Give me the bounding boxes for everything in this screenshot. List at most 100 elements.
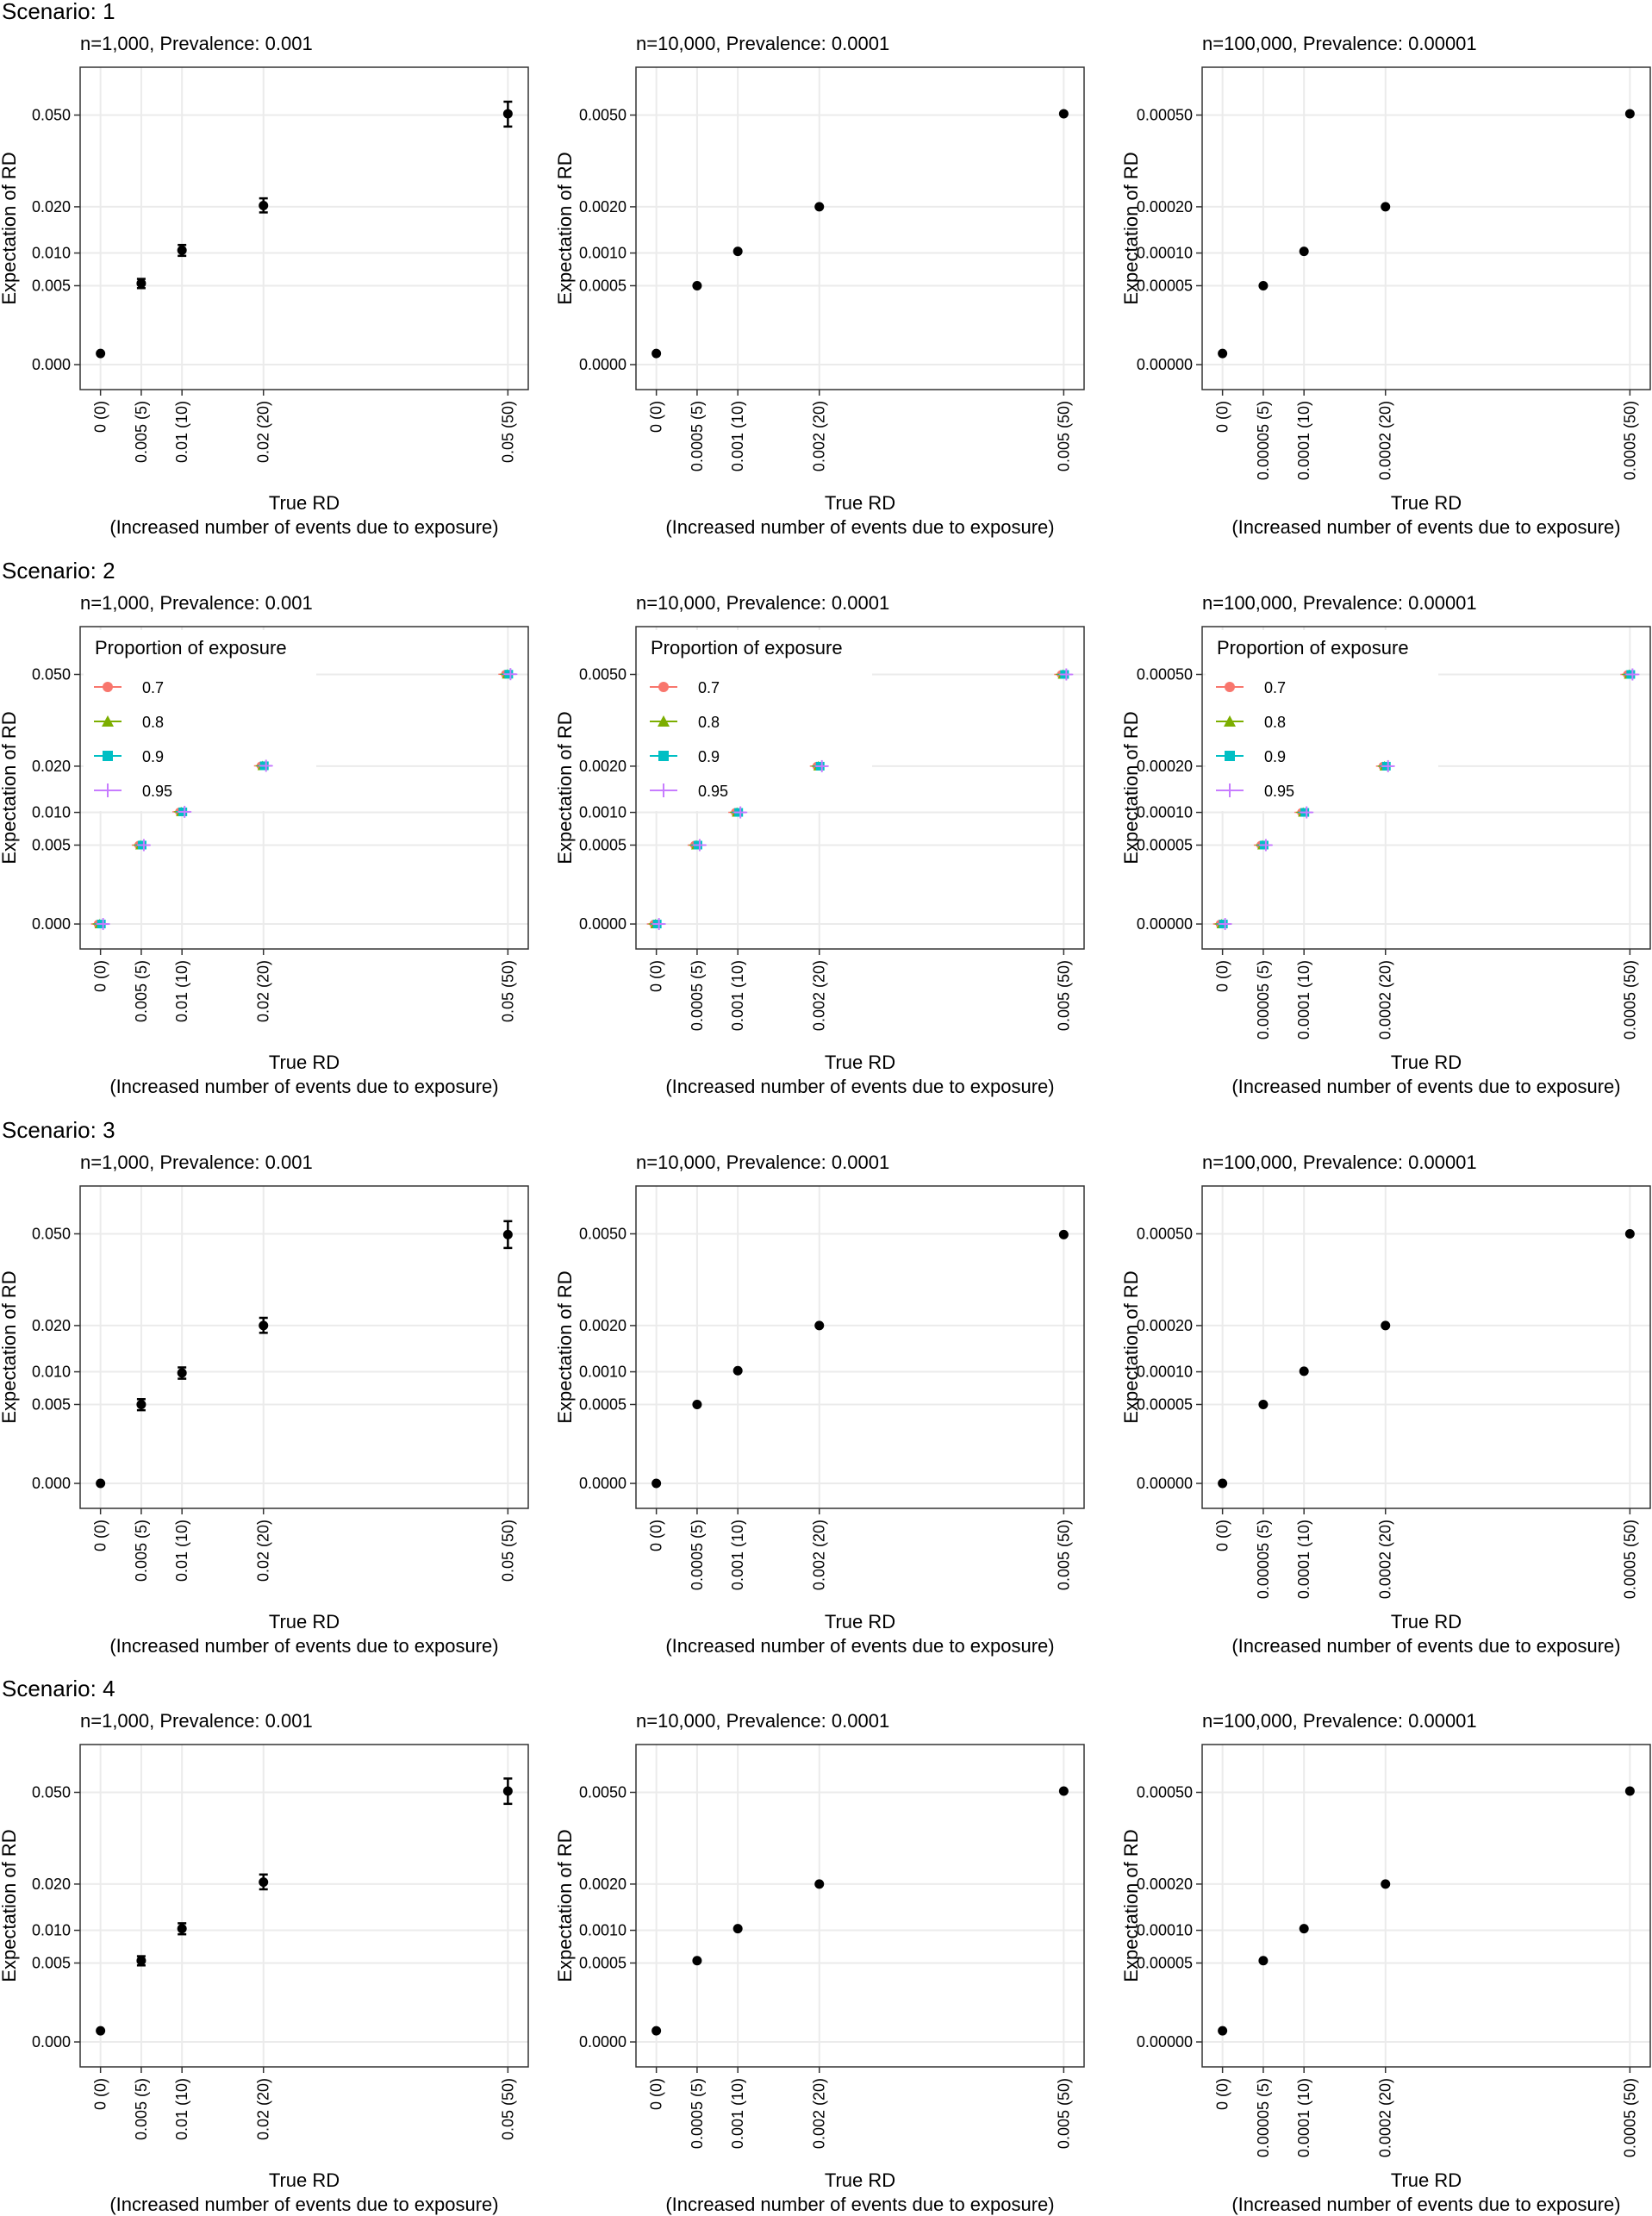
data-point [1299, 1366, 1309, 1376]
y-tick-label: 0.00000 [1137, 356, 1193, 373]
series-0.95-point [652, 918, 665, 931]
y-tick-label: 0.050 [32, 106, 71, 123]
x-tick-label: 0.0002 (20) [1377, 2078, 1394, 2157]
series-0.95-point [1219, 918, 1231, 931]
y-axis-title: Expectation of RD [554, 1270, 576, 1423]
x-axis-subtitle: (Increased number of events due to expos… [109, 1635, 498, 1657]
x-tick-label: 0.0001 (10) [1295, 2078, 1312, 2157]
x-axis-subtitle: (Increased number of events due to expos… [109, 1076, 498, 1097]
x-axis-title: True RD [1391, 2169, 1462, 2191]
legend-key-marker [1225, 751, 1235, 761]
series-0.95-point [504, 668, 517, 681]
panel-s2-c1: n=1,000, Prevalence: 0.001 Proportion of … [0, 592, 529, 1097]
panel-border [79, 66, 529, 390]
scenario-title: Scenario: 3 [2, 1117, 115, 1143]
x-tick-label: 0.0001 (10) [1295, 960, 1312, 1039]
legend-label: 0.9 [698, 748, 720, 765]
data-point [1058, 109, 1069, 119]
x-tick-label: 0.00005 (5) [1255, 2078, 1272, 2157]
data-point [1258, 280, 1269, 290]
panel-border [635, 66, 1085, 390]
x-tick-label: 0.02 (20) [255, 1520, 272, 1582]
x-tick-label: 0.00005 (5) [1255, 1520, 1272, 1599]
legend-item-0.8: 0.8 [1216, 714, 1286, 731]
panel-s2-c2: n=10,000, Prevalence: 0.0001 Proportion o… [554, 592, 1085, 1097]
data-point [1624, 109, 1635, 119]
x-axis-subtitle: (Increased number of events due to expos… [1231, 516, 1620, 538]
y-tick-label: 0.0005 [579, 1954, 627, 1971]
legend-label: 0.7 [142, 679, 164, 696]
panel-border [635, 1744, 1085, 2068]
data-point [1058, 1229, 1069, 1239]
x-tick-label: 0 (0) [1214, 2078, 1231, 2110]
legend-background [1206, 630, 1438, 811]
panel-border [635, 1185, 1085, 1509]
y-tick-label: 0.0050 [579, 1783, 627, 1801]
data-point [96, 2026, 106, 2036]
y-tick-label: 0.00020 [1137, 758, 1193, 775]
legend-item-0.9: 0.9 [650, 748, 720, 765]
scenario-title: Scenario: 4 [2, 1676, 115, 1701]
x-tick-label: 0 (0) [648, 2078, 665, 2110]
legend: Proportion of exposure 0.7 0.8 0.9 0.95 [1206, 630, 1438, 811]
data-point [259, 1320, 269, 1331]
x-tick-label: 0.005 (50) [1055, 1520, 1072, 1590]
data-point [814, 1320, 825, 1331]
legend-label: 0.8 [1264, 714, 1286, 731]
y-tick-label: 0.020 [32, 198, 71, 215]
panel-subtitle: n=100,000, Prevalence: 0.00001 [1202, 592, 1477, 614]
data-point [1218, 348, 1228, 359]
panel-border [79, 626, 529, 950]
data-point [502, 1229, 513, 1239]
y-tick-label: 0.00050 [1137, 106, 1193, 123]
series-0.95-point [137, 839, 150, 852]
data-point [177, 1924, 187, 1934]
panel-background [636, 67, 1084, 390]
data-point [814, 202, 825, 212]
series-0.95-point [1300, 806, 1313, 819]
x-tick-label: 0.005 (5) [133, 401, 150, 463]
x-tick-label: 0.005 (50) [1055, 2078, 1072, 2149]
legend-key-marker [101, 783, 115, 797]
panel-subtitle: n=1,000, Prevalence: 0.001 [80, 592, 313, 614]
x-tick-label: 0.00005 (5) [1255, 960, 1272, 1039]
y-tick-label: 0.00005 [1137, 1954, 1193, 1971]
y-tick-label: 0.010 [32, 804, 71, 821]
data-point [651, 348, 662, 359]
x-tick-label: 0.02 (20) [255, 401, 272, 463]
series-0.95-point [1626, 668, 1639, 681]
legend-item-0.9: 0.9 [1216, 748, 1286, 765]
x-tick-label: 0.0005 (5) [689, 2078, 706, 2149]
y-tick-label: 0.0000 [579, 915, 627, 933]
x-tick-label: 0.01 (10) [173, 2078, 190, 2140]
y-tick-label: 0.000 [32, 356, 71, 373]
series-0.95-point [815, 759, 828, 772]
y-tick-label: 0.050 [32, 1225, 71, 1242]
series-0.95-point [97, 918, 109, 931]
y-axis-title: Expectation of RD [0, 152, 20, 304]
x-tick-label: 0.0005 (50) [1621, 401, 1638, 480]
legend-title: Proportion of exposure [651, 637, 843, 659]
series-0.95-point [259, 759, 272, 772]
x-tick-label: 0.002 (20) [811, 960, 828, 1031]
y-axis-title: Expectation of RD [1120, 152, 1142, 304]
x-tick-label: 0.001 (10) [729, 401, 746, 471]
panel-s3-c3: n=100,000, Prevalence: 0.00001 0.00000 0.0… [1120, 1152, 1651, 1657]
x-tick-label: 0.0001 (10) [1295, 1520, 1312, 1599]
x-tick-label: 0.02 (20) [255, 2078, 272, 2140]
legend-item-0.95: 0.95 [650, 783, 728, 800]
y-axis-title: Expectation of RD [1120, 711, 1142, 864]
x-axis-title: True RD [269, 2169, 340, 2191]
x-tick-label: 0.00005 (5) [1255, 401, 1272, 480]
x-tick-label: 0 (0) [92, 1520, 109, 1551]
data-point [259, 201, 269, 211]
legend-key-marker [658, 715, 670, 727]
x-axis-subtitle: (Increased number of events due to expos… [1231, 1076, 1620, 1097]
y-axis-title: Expectation of RD [554, 152, 576, 304]
y-axis-title: Expectation of RD [554, 1829, 576, 1982]
panel-border [1201, 626, 1651, 950]
legend-item-0.7: 0.7 [1216, 679, 1286, 696]
scenario-3: Scenario: 3 n=1,000, Prevalence: 0.001 0.0… [0, 1117, 1651, 1657]
x-axis-subtitle: (Increased number of events due to expos… [109, 2194, 498, 2215]
panel-border [635, 626, 1085, 950]
